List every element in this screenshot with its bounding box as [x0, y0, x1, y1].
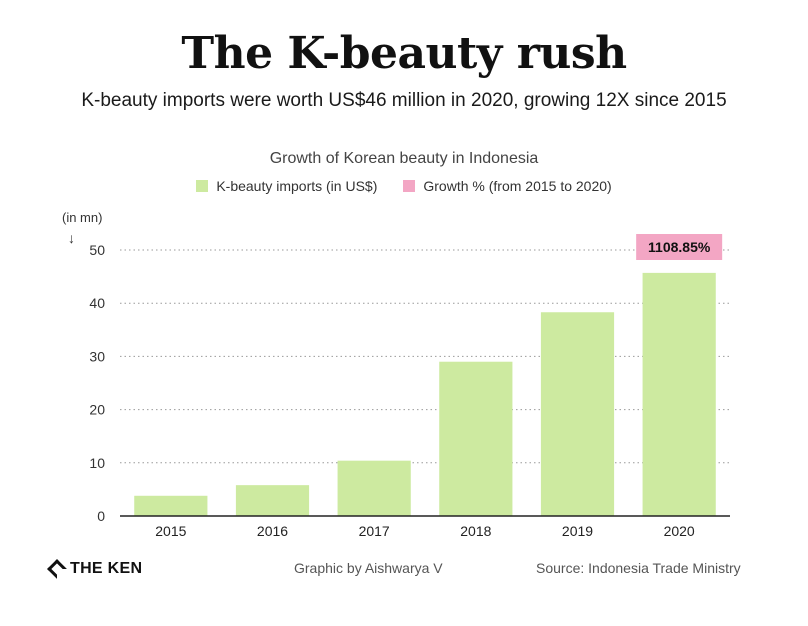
- legend-label-growth: Growth % (from 2015 to 2020): [423, 178, 612, 194]
- x-tick-label: 2015: [155, 523, 186, 539]
- down-arrow-icon: ↓: [68, 230, 75, 246]
- x-tick-label: 2020: [664, 523, 695, 539]
- brand-logo: THE KEN: [47, 559, 143, 579]
- y-tick-label: 10: [89, 455, 105, 471]
- graphic-credit: Graphic by Aishwarya V: [294, 560, 443, 576]
- x-tick-label: 2019: [562, 523, 593, 539]
- x-tick-label: 2018: [460, 523, 491, 539]
- legend-item-imports: K-beauty imports (in US$): [196, 178, 377, 194]
- bar: [540, 312, 615, 516]
- y-tick-label: 50: [89, 242, 105, 258]
- growth-label: 1108.85%: [648, 239, 711, 255]
- legend-label-imports: K-beauty imports (in US$): [216, 178, 378, 194]
- page-title: The K-beauty rush: [181, 28, 627, 79]
- source-note: Source: Indonesia Trade Ministry: [536, 560, 741, 576]
- bar: [134, 495, 208, 516]
- y-axis-unit-label: (in mn): [62, 210, 103, 225]
- bar: [439, 361, 513, 516]
- legend-swatch-growth: [403, 180, 416, 192]
- legend-swatch-imports: [196, 180, 209, 192]
- bar: [235, 485, 310, 516]
- x-tick-label: 2017: [359, 523, 390, 539]
- bar: [337, 460, 411, 516]
- chart-legend: K-beauty imports (in US$) Growth % (from…: [0, 178, 808, 194]
- y-tick-label: 20: [89, 402, 105, 418]
- y-tick-label: 40: [89, 295, 105, 311]
- ken-logo-icon: [47, 559, 67, 579]
- brand-logo-text: THE KEN: [70, 560, 143, 577]
- growth-badge: [636, 234, 723, 260]
- y-tick-label: 30: [89, 348, 105, 364]
- x-tick-label: 2016: [257, 523, 288, 539]
- page-subtitle: K-beauty imports were worth US$46 millio…: [81, 90, 727, 111]
- chart-title: Growth of Korean beauty in Indonesia: [269, 150, 539, 167]
- y-tick-label: 0: [97, 508, 105, 524]
- bar: [642, 272, 716, 516]
- legend-item-growth: Growth % (from 2015 to 2020): [403, 178, 612, 194]
